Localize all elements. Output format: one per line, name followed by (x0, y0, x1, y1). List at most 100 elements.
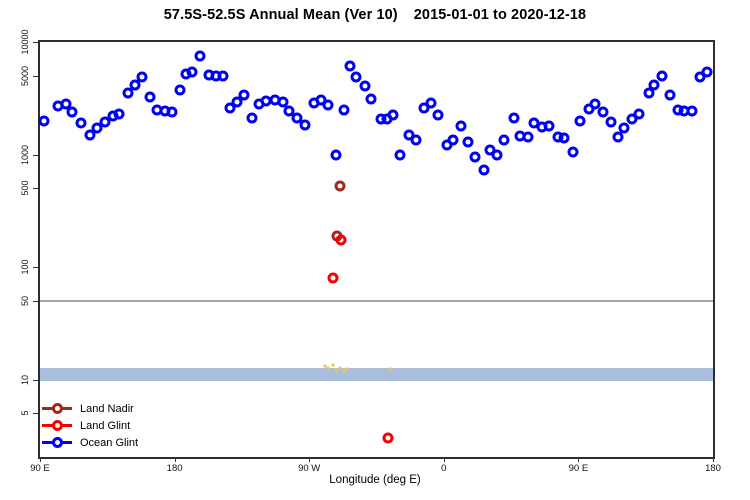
data-point-ocean-glint (359, 80, 371, 92)
x-axis-tick (174, 457, 176, 462)
band-speckle (326, 366, 330, 370)
data-point-ocean-glint (664, 89, 676, 101)
y-tick-label: 50 (20, 295, 30, 306)
data-point-ocean-glint (491, 149, 503, 161)
data-point-ocean-glint (166, 106, 178, 118)
x-axis-tick (443, 457, 445, 462)
data-point-ocean-glint (567, 146, 579, 158)
band-speckle (331, 363, 335, 367)
data-point-ocean-glint (224, 102, 236, 114)
data-point-ocean-glint (291, 112, 303, 124)
data-point-ocean-glint (605, 116, 617, 128)
legend-label: Land Glint (80, 419, 131, 432)
x-tick-label: 180 (166, 463, 183, 474)
data-point-ocean-glint (462, 136, 474, 148)
data-point-ocean-glint (330, 149, 342, 161)
data-point-ocean-glint (99, 116, 111, 128)
data-point-ocean-glint (91, 122, 103, 134)
y-axis-tick (33, 267, 38, 268)
x-axis-title: Longitude (deg E) (329, 474, 421, 486)
data-point-ocean-glint (589, 98, 601, 110)
land-glint-marker-icon (42, 418, 72, 433)
data-point-ocean-glint (277, 96, 289, 108)
band-speckle (342, 369, 346, 373)
y-tick-label: 10 (20, 374, 30, 385)
highlight-band (40, 368, 713, 381)
data-point-ocean-glint (283, 105, 295, 117)
data-point-ocean-glint (66, 106, 78, 118)
title-dates: 2015-01-01 to 2020-12-18 (413, 7, 587, 23)
band-speckle (323, 364, 327, 368)
y-axis-tick (33, 42, 38, 43)
data-point-ocean-glint (478, 164, 490, 176)
data-point-ocean-glint (186, 66, 198, 78)
data-point-ocean-glint (231, 96, 243, 108)
data-point-ocean-glint (701, 66, 713, 78)
data-point-ocean-glint (60, 98, 72, 110)
data-point-ocean-glint (144, 91, 156, 103)
data-point-ocean-glint (574, 115, 586, 127)
plot-area: Land Nadir Land Glint Ocean Glint 10000 5… (20, 29, 721, 474)
data-point-ocean-glint (394, 149, 406, 161)
y-axis-tick (33, 188, 38, 190)
data-point-ocean-glint (338, 104, 350, 116)
data-point-ocean-glint (686, 105, 698, 117)
legend: Land Nadir Land Glint Ocean Glint (42, 400, 138, 451)
x-axis-tick (713, 457, 714, 462)
data-point-ocean-glint (122, 87, 134, 99)
x-tick-label: 90 E (30, 463, 50, 474)
y-axis-tick (33, 154, 38, 156)
data-point-ocean-glint (75, 117, 87, 129)
x-tick-label: 90 W (298, 463, 321, 474)
reference-line (40, 299, 713, 302)
data-point-ocean-glint (432, 109, 444, 121)
legend-label: Land Nadir (80, 402, 134, 415)
data-point-ocean-glint (597, 106, 609, 118)
data-point-ocean-glint (217, 70, 229, 82)
data-point-ocean-glint (344, 60, 356, 72)
data-point-ocean-glint (113, 108, 125, 120)
legend-item-land-glint: Land Glint (42, 417, 138, 434)
x-axis-tick (40, 457, 41, 462)
data-point-ocean-glint (618, 122, 630, 134)
data-point-ocean-glint (350, 71, 362, 83)
y-axis-tick (33, 300, 38, 302)
data-point-ocean-glint (322, 99, 334, 111)
y-tick-label: 100 (20, 259, 30, 275)
data-point-ocean-glint (455, 120, 467, 132)
data-point-ocean-glint (612, 131, 624, 143)
y-tick-label: 5 (20, 410, 30, 416)
data-point-land-glint (382, 432, 394, 444)
data-point-ocean-glint (365, 93, 377, 105)
y-axis-tick (33, 413, 38, 415)
x-axis-tick (309, 457, 311, 462)
x-tick-label: 90 E (568, 463, 589, 474)
data-point-land-glint (327, 272, 339, 284)
legend-item-land-nadir: Land Nadir (42, 400, 138, 417)
data-point-ocean-glint (543, 120, 555, 132)
data-point-ocean-glint (238, 89, 250, 101)
band-speckle (334, 368, 338, 372)
data-point-ocean-glint (194, 50, 206, 62)
y-axis-tick (33, 75, 38, 77)
data-point-ocean-glint (410, 134, 422, 146)
data-point-ocean-glint (656, 70, 668, 82)
band-speckle (388, 367, 391, 371)
legend-item-ocean-glint: Ocean Glint (42, 434, 138, 451)
data-point-ocean-glint (447, 134, 459, 146)
y-tick-label: 500 (20, 180, 30, 196)
chart-title: 57.5S-52.5S Annual Mean (Ver 10) 2015-01-… (0, 7, 750, 23)
data-point-ocean-glint (633, 108, 645, 120)
data-point-land-nadir (334, 180, 346, 192)
title-range: 57.5S-52.5S Annual Mean (Ver 10) (163, 7, 398, 23)
band-speckle (345, 367, 349, 371)
data-point-ocean-glint (136, 71, 148, 83)
ocean-glint-marker-icon (42, 435, 72, 450)
data-point-ocean-glint (425, 97, 437, 109)
data-point-ocean-glint (129, 79, 141, 91)
data-point-land-glint (335, 234, 347, 246)
data-point-ocean-glint (522, 131, 534, 143)
x-axis-tick (578, 457, 580, 462)
band-speckle (338, 366, 342, 370)
